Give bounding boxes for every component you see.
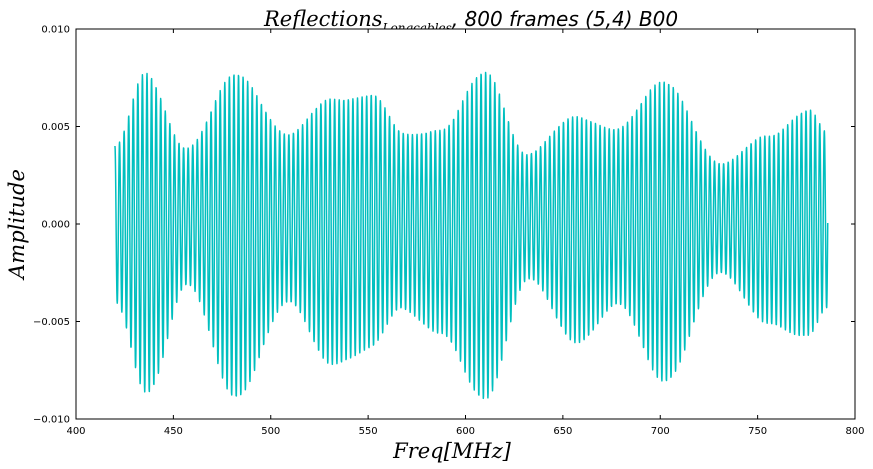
x-tick-label: 750 — [748, 426, 767, 437]
x-axis: 400 450 500 550 600 650 700 750 800 — [66, 29, 865, 437]
series-line-0 — [114, 71, 829, 400]
y-axis-label: Amplitude — [5, 169, 29, 281]
y-axis: 0.010 0.005 0.000 −0.005 −0.010 — [33, 25, 855, 426]
x-tick-label: 800 — [845, 426, 864, 437]
y-tick-label: −0.010 — [33, 415, 70, 426]
x-tick-label: 550 — [359, 426, 378, 437]
y-tick-label: 0.010 — [41, 25, 70, 36]
chart-title-rest: , 800 frames (5,4) B00 — [452, 7, 678, 31]
x-tick-label: 400 — [66, 426, 85, 437]
x-tick-label: 600 — [456, 426, 475, 437]
x-tick-label: 500 — [261, 426, 280, 437]
y-tick-label: 0.005 — [41, 122, 70, 133]
x-tick-label: 700 — [651, 426, 670, 437]
x-axis-label: Freq[MHz] — [392, 439, 512, 463]
chart-title-main: Reflections — [263, 7, 383, 31]
y-tick-label: −0.005 — [33, 317, 70, 328]
series-group — [114, 71, 829, 400]
x-tick-label: 450 — [164, 426, 183, 437]
plot-area: 400 450 500 550 600 650 700 750 800 0.0100.0050.… — [33, 25, 865, 438]
y-tick-label: 0.000 — [41, 220, 70, 231]
x-tick-label: 650 — [553, 426, 572, 437]
